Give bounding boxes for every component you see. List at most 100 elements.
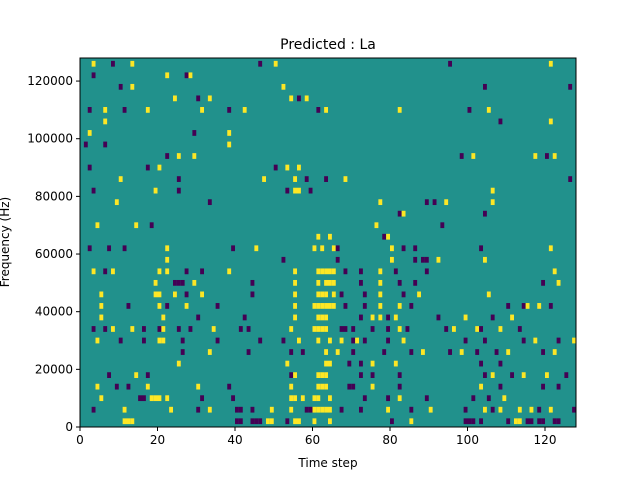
- heatmap-cell: [297, 418, 301, 425]
- heatmap-cell: [157, 303, 162, 309]
- heatmap-cell: [91, 268, 96, 275]
- heatmap-cell: [490, 372, 495, 378]
- heatmap-cell: [378, 303, 383, 309]
- heatmap-cell: [238, 406, 243, 413]
- heatmap-cell: [293, 268, 298, 275]
- heatmap-cell: [397, 279, 402, 286]
- heatmap-cell: [533, 153, 538, 159]
- heatmap-cell: [424, 395, 429, 402]
- heatmap-cell: [490, 187, 495, 194]
- heatmap-cell: [541, 349, 546, 355]
- heatmap-cell: [324, 326, 329, 332]
- heatmap-cell: [436, 256, 441, 263]
- heatmap-cell: [537, 406, 542, 413]
- heatmap-cell: [517, 326, 522, 332]
- heatmap-cell: [118, 337, 123, 344]
- heatmap-cell: [142, 337, 146, 344]
- heatmap-cell: [192, 279, 197, 286]
- heatmap-cell: [122, 107, 127, 113]
- heatmap-cell: [483, 210, 487, 217]
- heatmap-cell: [548, 303, 553, 309]
- heatmap-cell: [254, 245, 259, 252]
- heatmap-cell: [297, 187, 301, 194]
- heatmap-cell: [91, 72, 96, 79]
- heatmap-cell: [324, 314, 329, 321]
- heatmap-cell: [297, 337, 301, 344]
- heatmap-cell: [83, 141, 88, 148]
- heatmap-cell: [444, 326, 449, 332]
- heatmap-cell: [250, 279, 255, 286]
- heatmap-cell: [91, 406, 96, 413]
- heatmap-cell: [285, 187, 290, 194]
- heatmap-cell: [130, 83, 135, 90]
- heatmap-cell: [289, 395, 294, 402]
- heatmap-cell: [386, 326, 391, 332]
- heatmap-cell: [142, 395, 146, 402]
- heatmap-cell: [153, 395, 158, 402]
- heatmap-cell: [316, 233, 321, 240]
- heatmap-cell: [231, 395, 236, 402]
- y-tick-label: 100000: [27, 132, 73, 146]
- heatmap-cell: [91, 60, 96, 67]
- heatmap-cell: [335, 256, 340, 263]
- heatmap-cell: [293, 187, 298, 194]
- heatmap-cell: [386, 395, 391, 402]
- heatmap-cell: [517, 406, 522, 413]
- heatmap-cell: [87, 130, 92, 136]
- heatmap-cell: [118, 176, 123, 182]
- heatmap-cell: [289, 349, 294, 355]
- heatmap-cell: [289, 406, 294, 413]
- heatmap-cell: [362, 291, 367, 298]
- heatmap-cell: [316, 372, 321, 378]
- heatmap-cell: [176, 176, 181, 182]
- heatmap-cell: [242, 314, 247, 321]
- heatmap-cell: [556, 279, 561, 286]
- heatmap-cell: [91, 187, 96, 194]
- heatmap-cell: [304, 176, 309, 182]
- heatmap-cell: [196, 95, 201, 102]
- heatmap-cell: [471, 153, 476, 159]
- heatmap-cell: [289, 383, 294, 390]
- heatmap-cell: [331, 245, 336, 252]
- heatmap-cell: [145, 383, 150, 390]
- heatmap-cell: [196, 383, 201, 390]
- heatmap-cell: [359, 406, 363, 413]
- heatmap-cell: [165, 395, 170, 402]
- heatmap-cell: [142, 326, 146, 332]
- heatmap-cell: [494, 349, 499, 355]
- heatmap-cell: [397, 395, 402, 402]
- heatmap-cell: [378, 279, 383, 286]
- heatmap-cell: [471, 395, 476, 402]
- heatmap-cell: [324, 360, 329, 367]
- heatmap-cell: [238, 418, 243, 425]
- heatmap-cell: [250, 418, 255, 425]
- heatmap-cell: [107, 372, 112, 378]
- heatmap-cell: [475, 326, 480, 332]
- heatmap-cell: [405, 326, 410, 332]
- heatmap-cell: [320, 326, 325, 332]
- heatmap-cell: [320, 245, 325, 252]
- heatmap-cell: [149, 395, 154, 402]
- heatmap-cell: [192, 153, 197, 159]
- heatmap-cell: [103, 118, 108, 125]
- heatmap-cell: [165, 303, 170, 309]
- heatmap-cell: [188, 72, 193, 79]
- heatmap-cell: [537, 303, 542, 309]
- heatmap-cell: [393, 314, 398, 321]
- heatmap-cell: [359, 268, 363, 275]
- heatmap-cell: [184, 72, 189, 79]
- heatmap-cell: [316, 326, 321, 332]
- heatmap-cell: [521, 303, 526, 309]
- heatmap-cell: [328, 303, 332, 309]
- heatmap-cell: [145, 107, 150, 113]
- heatmap-cell: [463, 406, 468, 413]
- heatmap-cell: [235, 406, 239, 413]
- heatmap-cell: [324, 383, 329, 390]
- heatmap-cell: [386, 337, 391, 344]
- heatmap-cell: [382, 233, 387, 240]
- heatmap-cell: [401, 245, 406, 252]
- heatmap-cell: [157, 291, 162, 298]
- heatmap-cell: [111, 326, 115, 332]
- heatmap-cell: [266, 418, 270, 425]
- heatmap-cell: [359, 360, 363, 367]
